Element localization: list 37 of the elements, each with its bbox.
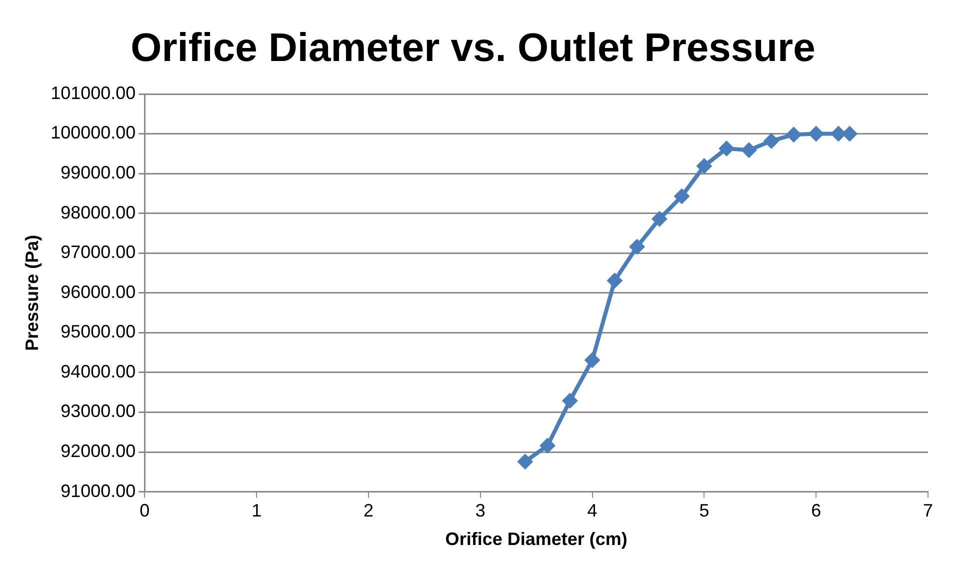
- point: [740, 142, 757, 158]
- point: [540, 438, 556, 454]
- chart-title: Orifice Diameter vs. Outlet Pressure: [130, 26, 816, 70]
- point: [808, 126, 824, 142]
- x-tick-label: 1: [252, 500, 262, 521]
- y-axis-title: Pressure (Pa): [22, 234, 42, 351]
- x-axis-title: Orifice Diameter (cm): [445, 529, 628, 550]
- y-tick-label: 97000.00: [60, 242, 136, 262]
- point: [517, 454, 534, 470]
- point: [718, 140, 735, 156]
- x-tick-label: 2: [363, 500, 374, 521]
- x-tick-label: 6: [811, 500, 822, 521]
- x-tick-label: 5: [699, 500, 710, 521]
- y-tick-label: 91000.00: [60, 480, 136, 501]
- y-tick-label: 98000.00: [60, 202, 136, 222]
- point: [696, 158, 712, 174]
- y-tick-label: 94000.00: [60, 361, 136, 382]
- y-tick-label: 92000.00: [60, 440, 136, 461]
- point: [629, 238, 646, 255]
- x-tick-label: 3: [475, 500, 486, 521]
- point: [786, 126, 802, 143]
- point: [584, 352, 600, 368]
- point: [674, 188, 690, 204]
- point: [763, 132, 780, 149]
- y-tick-label: 101000.00: [50, 82, 136, 103]
- point: [606, 272, 623, 289]
- x-tick-label: 7: [922, 500, 934, 521]
- y-tick-label: 93000.00: [60, 401, 136, 422]
- point: [562, 392, 578, 409]
- y-tick-label: 99000.00: [60, 162, 136, 183]
- x-tick-label: 0: [140, 500, 150, 521]
- point: [830, 126, 846, 142]
- y-tick-label: 95000.00: [60, 322, 136, 342]
- y-tick-label: 96000.00: [60, 282, 136, 302]
- x-tick-label: 4: [587, 500, 598, 521]
- y-tick-label: 100000.00: [50, 122, 136, 143]
- point: [651, 210, 668, 227]
